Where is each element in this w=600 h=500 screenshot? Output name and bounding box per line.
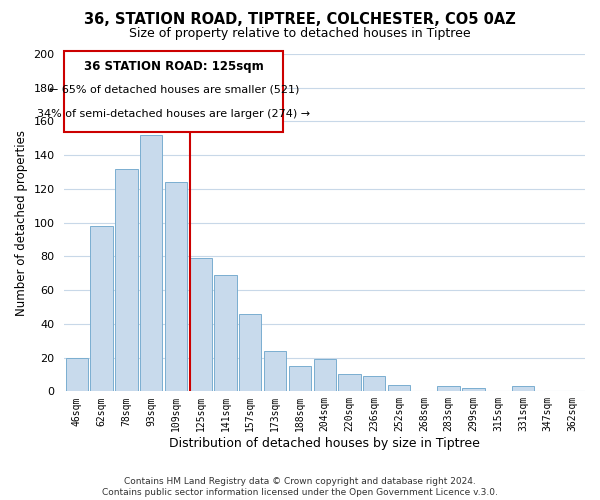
Text: Contains public sector information licensed under the Open Government Licence v.: Contains public sector information licen… bbox=[102, 488, 498, 497]
Bar bbox=[264, 351, 286, 392]
Bar bbox=[437, 386, 460, 392]
Text: 36 STATION ROAD: 125sqm: 36 STATION ROAD: 125sqm bbox=[84, 60, 263, 74]
Bar bbox=[165, 182, 187, 392]
Bar bbox=[214, 275, 236, 392]
Bar bbox=[338, 374, 361, 392]
Bar bbox=[388, 384, 410, 392]
Text: 34% of semi-detached houses are larger (274) →: 34% of semi-detached houses are larger (… bbox=[37, 109, 310, 119]
Y-axis label: Number of detached properties: Number of detached properties bbox=[15, 130, 28, 316]
Bar bbox=[91, 226, 113, 392]
Text: 36, STATION ROAD, TIPTREE, COLCHESTER, CO5 0AZ: 36, STATION ROAD, TIPTREE, COLCHESTER, C… bbox=[84, 12, 516, 28]
Bar bbox=[190, 258, 212, 392]
Bar bbox=[314, 360, 336, 392]
Bar bbox=[512, 386, 534, 392]
Text: Size of property relative to detached houses in Tiptree: Size of property relative to detached ho… bbox=[129, 28, 471, 40]
Bar bbox=[115, 168, 137, 392]
Bar bbox=[140, 135, 163, 392]
X-axis label: Distribution of detached houses by size in Tiptree: Distribution of detached houses by size … bbox=[169, 437, 480, 450]
Bar bbox=[462, 388, 485, 392]
Bar bbox=[239, 314, 262, 392]
Bar bbox=[363, 376, 385, 392]
Text: Contains HM Land Registry data © Crown copyright and database right 2024.: Contains HM Land Registry data © Crown c… bbox=[124, 476, 476, 486]
Text: ← 65% of detached houses are smaller (521): ← 65% of detached houses are smaller (52… bbox=[49, 84, 299, 94]
Bar bbox=[65, 358, 88, 392]
Bar bbox=[289, 366, 311, 392]
